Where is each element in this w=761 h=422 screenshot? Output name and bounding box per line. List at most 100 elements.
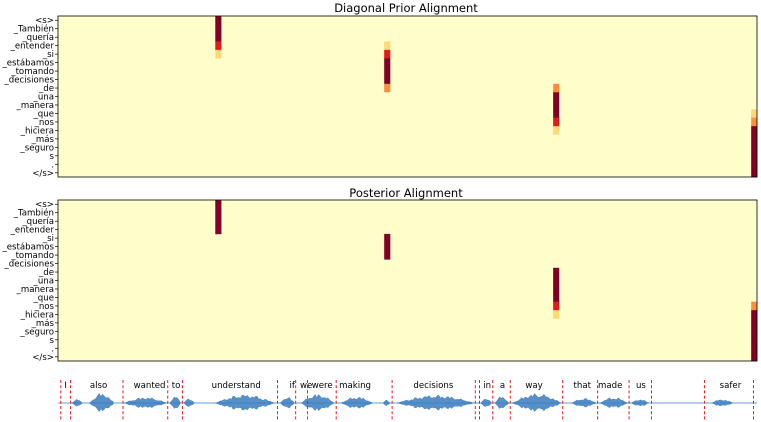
heatmap-cell	[553, 301, 560, 311]
waveform-segment	[710, 399, 734, 406]
y-tick-label: _decisiones	[4, 76, 55, 86]
y-tick-label: _entender	[10, 42, 55, 52]
heatmap-cell	[215, 32, 222, 42]
heatmap-cell	[751, 160, 758, 169]
heatmap-background	[58, 16, 757, 177]
waveform-segment	[89, 392, 115, 413]
y-tick-label: _También	[13, 24, 54, 35]
y-tick-label: _manera	[16, 285, 54, 295]
word-label: way	[525, 381, 542, 391]
diagonal-prior-heatmap: Diagonal Prior Alignment <s>_También_que…	[1, 1, 758, 179]
heatmap-cell	[751, 117, 758, 127]
heatmap-cell	[751, 301, 758, 311]
word-label: wanted	[134, 381, 166, 391]
y-tick-label: _una	[33, 93, 54, 103]
heatmap-cell	[553, 100, 560, 110]
y-tick-label: _seguro	[19, 143, 54, 153]
waveform-segment	[396, 394, 474, 411]
y-tick-label: _estábamos	[1, 59, 54, 69]
y-tick-label: _de	[38, 268, 54, 278]
heatmap-cell	[553, 259, 560, 269]
y-tick-label: _seguro	[19, 327, 54, 337]
heatmap-cell	[384, 233, 391, 243]
heatmap-cell	[751, 134, 758, 144]
heatmap-cell	[384, 41, 391, 51]
word-label: I	[64, 381, 67, 391]
y-tick-label: _tomando	[10, 251, 54, 261]
heatmap-cell	[751, 126, 758, 135]
y-tick-label: _más	[31, 319, 55, 329]
posterior-heatmap: Posterior Alignment <s>_También_quería_e…	[1, 186, 758, 363]
heatmap-cell	[553, 109, 560, 118]
word-label: that	[574, 381, 592, 391]
y-tick-label: _quería	[21, 33, 54, 43]
heatmap-cell	[384, 66, 391, 76]
heatmap-cell	[553, 117, 560, 127]
heatmap-cell	[751, 143, 758, 152]
y-tick-label: _estábamos	[1, 243, 54, 253]
heatmap-cell	[553, 284, 560, 294]
waveform-segment	[169, 396, 181, 409]
waveform-segment	[480, 398, 492, 407]
y-tick-label: <s>	[35, 16, 54, 26]
heatmap-cell	[384, 250, 391, 260]
heatmap-cell	[384, 32, 391, 42]
diagonal-prior-title: Diagonal Prior Alignment	[334, 1, 478, 15]
waveform-segment	[511, 393, 563, 412]
heatmap-cell	[553, 134, 560, 144]
y-tick-label: _entender	[10, 226, 55, 236]
word-label: safer	[720, 381, 742, 391]
waveform-segment	[123, 397, 168, 409]
heatmap-cell	[215, 216, 222, 226]
waveform-segment	[279, 397, 295, 409]
word-label: us	[636, 381, 646, 391]
y-tick-label: _si	[42, 234, 54, 244]
waveform-segment	[183, 398, 195, 407]
y-tick-label: .	[51, 344, 54, 354]
posterior-title: Posterior Alignment	[349, 186, 463, 200]
word-label: in	[483, 381, 491, 391]
heatmap-cell	[215, 16, 222, 25]
heatmap-cell	[553, 267, 560, 277]
heatmap-cell	[751, 344, 758, 353]
y-tick-label: _una	[33, 277, 54, 287]
heatmap-cell	[384, 92, 391, 102]
y-tick-label: _quería	[21, 217, 54, 227]
heatmap-cell	[751, 168, 758, 178]
y-tick-label: _de	[38, 84, 54, 94]
heatmap-cell	[553, 92, 560, 102]
y-tick-label: </s>	[32, 353, 54, 363]
y-tick-label: </s>	[32, 169, 54, 179]
word-label: a	[500, 381, 505, 391]
heatmap-cell	[553, 276, 560, 286]
waveform-segment	[382, 399, 391, 407]
heatmap-cell	[215, 24, 222, 34]
heatmap-cell	[384, 83, 391, 93]
waveform-segment	[300, 394, 335, 412]
y-tick-label: _nos	[34, 118, 55, 128]
heatmap-cell	[215, 49, 222, 59]
waveform-segment	[599, 397, 629, 408]
heatmap-background	[58, 200, 757, 361]
heatmap-cell	[553, 83, 560, 93]
word-label: if	[289, 381, 295, 391]
waveform-segment	[494, 396, 510, 409]
heatmap-cell	[553, 293, 560, 302]
y-tick-label: _decisiones	[4, 260, 55, 270]
heatmap-cell	[553, 126, 560, 135]
heatmap-cell	[384, 49, 391, 59]
heatmap-cell	[751, 352, 758, 362]
y-tick-label: s	[50, 152, 55, 162]
y-tick-label: _manera	[16, 101, 54, 111]
waveform-segment	[340, 397, 374, 409]
heatmap-cell	[215, 208, 222, 218]
heatmap-cell	[384, 58, 391, 68]
heatmap-cell	[751, 109, 758, 118]
word-label: understand	[212, 381, 261, 391]
heatmap-cell	[384, 242, 391, 252]
heatmap-cell	[553, 310, 560, 319]
heatmap-cell	[553, 75, 560, 85]
y-tick-label: _que	[33, 293, 55, 303]
